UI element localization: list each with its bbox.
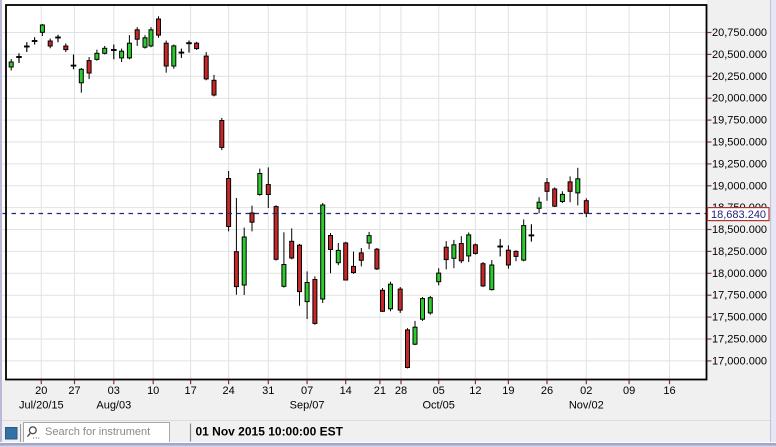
svg-text:20: 20 (35, 385, 47, 397)
svg-text:09: 09 (623, 385, 635, 397)
svg-text:...: ... (33, 431, 41, 441)
svg-text:17,500.000: 17,500.000 (712, 312, 767, 324)
svg-text:Nov/02: Nov/02 (569, 400, 604, 412)
svg-text:28: 28 (395, 385, 407, 397)
svg-text:20,250.000: 20,250.000 (712, 71, 767, 83)
svg-text:Sep/07: Sep/07 (290, 400, 325, 412)
svg-text:24: 24 (222, 385, 234, 397)
svg-text:07: 07 (301, 385, 313, 397)
svg-text:20,750.000: 20,750.000 (712, 27, 767, 39)
svg-text:19,250.000: 19,250.000 (712, 158, 767, 170)
svg-text:02: 02 (580, 385, 592, 397)
svg-text:01 Nov 2015 10:00:00 EST: 01 Nov 2015 10:00:00 EST (196, 425, 344, 439)
svg-text:Search for instrument: Search for instrument (45, 426, 150, 438)
svg-text:17,750.000: 17,750.000 (712, 290, 767, 302)
svg-text:05: 05 (433, 385, 445, 397)
svg-text:19: 19 (502, 385, 514, 397)
svg-text:16: 16 (663, 385, 675, 397)
svg-text:17: 17 (184, 385, 196, 397)
svg-text:17,250.000: 17,250.000 (712, 334, 767, 346)
svg-text:Aug/03: Aug/03 (96, 400, 131, 412)
svg-text:Jul/20/15: Jul/20/15 (19, 400, 64, 412)
svg-text:03: 03 (108, 385, 120, 397)
svg-text:27: 27 (68, 385, 80, 397)
svg-text:20,500.000: 20,500.000 (712, 49, 767, 61)
svg-text:18,683.240: 18,683.240 (711, 209, 766, 221)
svg-text:26: 26 (541, 385, 553, 397)
svg-text:19,500.000: 19,500.000 (712, 137, 767, 149)
svg-text:18,000.000: 18,000.000 (712, 268, 767, 280)
svg-text:18,250.000: 18,250.000 (712, 246, 767, 258)
svg-text:18,500.000: 18,500.000 (712, 224, 767, 236)
svg-text:21: 21 (374, 385, 386, 397)
svg-text:10: 10 (147, 385, 159, 397)
svg-text:19,750.000: 19,750.000 (712, 115, 767, 127)
svg-text:14: 14 (340, 385, 352, 397)
svg-text:20,000.000: 20,000.000 (712, 93, 767, 105)
svg-text:19,000.000: 19,000.000 (712, 180, 767, 192)
svg-text:17,000.000: 17,000.000 (712, 355, 767, 367)
svg-text:Oct/05: Oct/05 (422, 400, 454, 412)
svg-text:12: 12 (469, 385, 481, 397)
svg-text:31: 31 (262, 385, 274, 397)
